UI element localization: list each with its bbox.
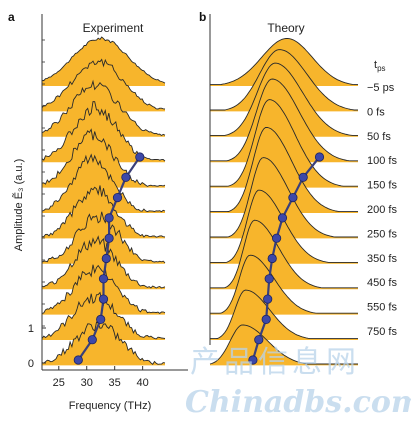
theory-spectrum-line [210, 289, 358, 340]
panel-theory: b Theory [199, 10, 358, 366]
watermark-cn: 产品信息网 [190, 345, 360, 380]
theory-spectrum-line [210, 62, 358, 136]
x-tick-label: 40 [137, 377, 149, 389]
experiment-spectra [41, 36, 166, 366]
panel-title-experiment: Experiment [83, 21, 144, 35]
experiment-spectrum-line [41, 211, 166, 264]
theory-spectra [209, 38, 358, 366]
experiment-spectrum-line [41, 235, 166, 289]
experiment-spectrum-area [42, 81, 165, 137]
experiment-trajectory [73, 152, 145, 365]
experiment-trajectory-point [112, 193, 123, 203]
theory-spectrum-area [210, 157, 358, 239]
theory-spectrum-line [210, 157, 358, 238]
theory-trajectory-point [267, 253, 277, 264]
theory-spectrum-area [210, 99, 358, 188]
panel-letter-b: b [199, 10, 206, 24]
experiment-spectrum-area [42, 185, 165, 239]
experiment-spectrum-area [42, 236, 165, 290]
theory-spectrum-line [210, 99, 358, 187]
experiment-trajectory-point [121, 172, 131, 182]
delay-legend: tps −5 ps 0 fs 50 fs 100 fs 150 fs 200 fs 250 … [367, 59, 397, 338]
experiment-spectrum-line [41, 128, 166, 187]
experiment-spectrum-line [41, 36, 166, 84]
theory-spectrum-area [210, 127, 358, 213]
legend-label: 350 fs [367, 253, 397, 265]
theory-spectrum-line [210, 49, 358, 111]
experiment-trajectory-point [87, 335, 97, 345]
theory-spectrum-line [210, 78, 358, 162]
experiment-trajectory-point [73, 355, 83, 365]
theory-trajectory-point [248, 355, 258, 365]
theory-trajectory-point [264, 274, 274, 284]
theory-trajectory-point [314, 152, 325, 162]
watermark-en: Chinadbs.com [185, 385, 411, 420]
experiment-spectrum-area [42, 129, 165, 188]
theory-trajectory-point [298, 172, 308, 182]
y-tick-label: 1 [28, 323, 34, 335]
x-axis-title: Frequency (THz) [69, 400, 152, 412]
experiment-spectrum-line [42, 185, 166, 238]
panel-letter-a: a [8, 10, 15, 24]
experiment-spectrum-area [42, 101, 165, 163]
panel-title-theory: Theory [267, 21, 304, 35]
theory-trajectory [248, 152, 325, 365]
theory-spectrum-line [209, 324, 358, 365]
legend-label: 200 fs [367, 204, 397, 216]
legend-label: 250 fs [367, 228, 397, 240]
experiment-trajectory-point [135, 152, 145, 162]
theory-trajectory-point [261, 314, 271, 324]
experiment-trajectory-point [96, 314, 106, 324]
x-tick-label: 30 [81, 377, 93, 389]
legend-label: 550 fs [367, 302, 397, 314]
theory-spectrum-area [210, 325, 358, 366]
experiment-spectrum-area [42, 211, 165, 264]
experiment-trajectory-point [104, 233, 114, 243]
watermark: 产品信息网 Chinadbs.com [185, 345, 411, 420]
experiment-spectrum-line [41, 321, 166, 365]
experiment-spectrum-area [42, 154, 165, 213]
x-tick-label: 25 [53, 377, 65, 389]
experiment-spectrum-line [41, 79, 166, 137]
experiment-spectrum-area [42, 322, 165, 366]
experiment-spectrum-area [42, 37, 165, 86]
legend-label: 100 fs [367, 155, 397, 167]
legend-label: 750 fs [367, 326, 397, 338]
theory-trajectory-point [288, 193, 298, 203]
legend-header: tps [374, 59, 386, 73]
theory-trajectory-point [263, 294, 273, 304]
theory-spectrum-line [210, 127, 358, 213]
legend-label: −5 ps [367, 82, 395, 94]
theory-trajectory-point [254, 335, 264, 345]
legend-label: 50 fs [367, 131, 391, 143]
panel-experiment: a Experiment 25 30 35 40 0 1 Amplitude Ẽ₃ (a.… [8, 10, 188, 412]
experiment-trajectory-point [104, 213, 114, 223]
experiment-spectrum-area [42, 59, 165, 112]
experiment-spectrum-line [41, 153, 166, 213]
y-tick-label: 0 [28, 358, 34, 370]
theory-trajectory-point [277, 213, 288, 223]
experiment-trajectory-point [101, 253, 111, 264]
experiment-trajectory-point [98, 294, 109, 304]
experiment-spectrum-line [41, 58, 166, 110]
theory-spectrum-line [210, 254, 358, 314]
theory-spectrum-line [210, 219, 358, 289]
theory-spectrum-line [210, 38, 358, 86]
legend-label: 150 fs [367, 180, 397, 192]
experiment-spectrum-line [41, 101, 166, 162]
y-axis-title: Amplitude Ẽ₃ (a.u.) [12, 159, 25, 252]
x-tick-label: 35 [109, 377, 121, 389]
theory-trajectory-point [271, 233, 282, 243]
legend-label: 450 fs [367, 277, 397, 289]
legend-label: 0 fs [367, 106, 385, 118]
experiment-trajectory-point [98, 274, 109, 284]
experiment-axes: 25 30 35 40 0 1 [28, 14, 188, 389]
